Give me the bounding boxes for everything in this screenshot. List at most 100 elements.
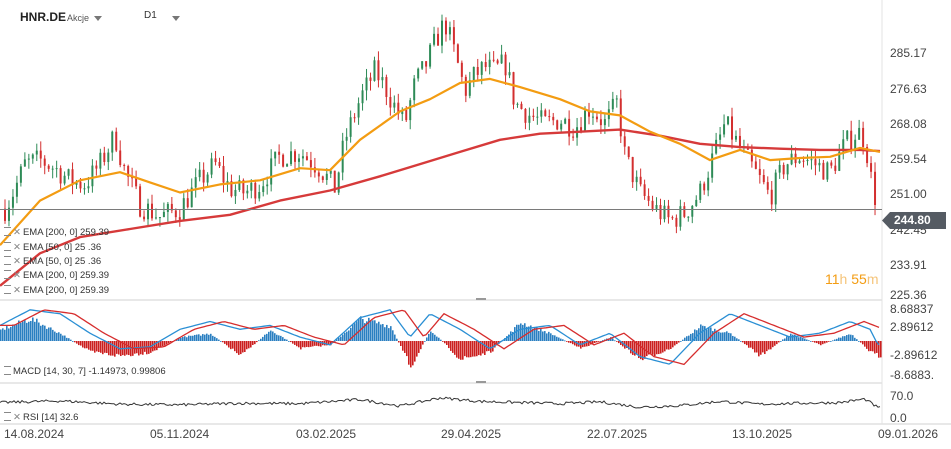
macd-histogram-bar bbox=[708, 327, 710, 341]
macd-histogram-bar bbox=[186, 337, 188, 341]
macd-histogram-bar bbox=[448, 341, 450, 349]
indicator-legend-row[interactable]: ✕ EMA [50, 0] 25 .36 bbox=[4, 241, 101, 253]
candle-body bbox=[389, 96, 392, 108]
macd-histogram-bar bbox=[226, 341, 228, 346]
macd-histogram-bar bbox=[406, 341, 408, 357]
close-icon[interactable]: ✕ bbox=[13, 270, 21, 281]
macd-histogram-bar bbox=[170, 341, 172, 343]
macd-histogram-bar bbox=[852, 335, 854, 341]
macd-histogram-bar bbox=[518, 324, 520, 341]
candle-body bbox=[814, 159, 817, 166]
asset-class-chevron-down-icon[interactable] bbox=[94, 16, 102, 21]
macd-tick: -2.89612 bbox=[890, 348, 938, 362]
candle-body bbox=[584, 110, 587, 132]
indicator-legend-row[interactable]: ✕ EMA [50, 0] 25 .36 bbox=[4, 255, 101, 267]
macd-histogram-bar bbox=[634, 341, 636, 356]
macd-histogram-bar bbox=[532, 328, 534, 341]
candle-body bbox=[818, 162, 821, 166]
asset-class-label[interactable]: Akcje bbox=[67, 13, 90, 23]
pane-resize-handle bbox=[476, 298, 486, 300]
macd-histogram-bar bbox=[46, 328, 48, 341]
menu-icon[interactable] bbox=[4, 270, 11, 279]
macd-histogram-bar bbox=[218, 339, 220, 341]
candle-body bbox=[226, 181, 229, 183]
macd-histogram-bar bbox=[880, 341, 882, 358]
macd-histogram-bar bbox=[806, 339, 808, 341]
candle-body bbox=[874, 171, 877, 206]
macd-histogram-bar bbox=[156, 341, 158, 351]
macd-histogram-bar bbox=[264, 334, 266, 341]
candle-body bbox=[842, 139, 845, 152]
candle-body bbox=[496, 60, 499, 64]
macd-histogram-bar bbox=[514, 327, 516, 341]
macd-histogram-bar bbox=[802, 337, 804, 341]
macd-histogram-bar bbox=[434, 334, 436, 341]
candle-body bbox=[778, 164, 781, 173]
indicator-legend-row[interactable]: ✕ EMA [200, 0] 259.39 bbox=[4, 284, 109, 296]
candle-body bbox=[468, 80, 471, 96]
menu-icon[interactable] bbox=[4, 242, 11, 251]
close-icon[interactable]: ✕ bbox=[13, 285, 21, 296]
macd-histogram-bar bbox=[524, 323, 526, 341]
candle-body bbox=[544, 110, 547, 117]
macd-histogram-bar bbox=[788, 335, 790, 341]
macd-histogram-bar bbox=[328, 341, 330, 345]
candle-body bbox=[699, 183, 702, 200]
date-tick: 22.07.2025 bbox=[587, 427, 648, 441]
macd-histogram-bar bbox=[864, 341, 866, 347]
macd-histogram-bar bbox=[336, 339, 338, 341]
candle-body bbox=[43, 158, 46, 166]
macd-histogram-bar bbox=[836, 338, 838, 341]
macd-histogram-bar bbox=[534, 327, 536, 341]
candle-body bbox=[230, 181, 233, 197]
indicator-label: EMA [50, 0] 25 .36 bbox=[22, 256, 102, 267]
macd-histogram-bar bbox=[744, 341, 746, 345]
candle-body bbox=[552, 116, 555, 121]
macd-histogram-bar bbox=[746, 341, 748, 346]
candle-body bbox=[548, 116, 551, 118]
candle-body bbox=[405, 110, 408, 121]
close-icon[interactable]: ✕ bbox=[13, 256, 21, 267]
macd-histogram-bar bbox=[386, 324, 388, 341]
close-icon[interactable]: ✕ bbox=[13, 242, 21, 253]
timeframe-label[interactable]: D1 bbox=[144, 10, 157, 21]
macd-histogram-bar bbox=[686, 336, 688, 341]
candle-body bbox=[850, 130, 853, 150]
candle-body bbox=[580, 127, 583, 132]
macd-histogram-bar bbox=[482, 341, 484, 354]
menu-icon[interactable] bbox=[4, 366, 11, 375]
candle-body bbox=[766, 182, 769, 190]
macd-histogram-bar bbox=[344, 332, 346, 341]
macd-histogram-bar bbox=[392, 330, 394, 341]
macd-histogram-bar bbox=[380, 324, 382, 341]
indicator-legend-row[interactable]: ✕ EMA [200, 0] 259.39 bbox=[4, 269, 109, 281]
candle-body bbox=[695, 199, 698, 206]
candle-body bbox=[866, 146, 869, 164]
candle-body bbox=[111, 131, 114, 153]
macd-histogram-bar bbox=[756, 341, 758, 353]
macd-histogram-bar bbox=[430, 331, 432, 341]
menu-icon[interactable] bbox=[4, 256, 11, 265]
macd-histogram-bar bbox=[256, 341, 258, 343]
macd-histogram-bar bbox=[850, 334, 852, 341]
macd-histogram-bar bbox=[368, 317, 370, 341]
candle-body bbox=[35, 150, 38, 155]
macd-histogram-bar bbox=[580, 341, 582, 349]
menu-icon[interactable] bbox=[4, 285, 11, 294]
candle-body bbox=[131, 176, 134, 179]
close-icon[interactable]: ✕ bbox=[13, 227, 21, 238]
macd-histogram-bar bbox=[346, 331, 348, 341]
macd-histogram-bar bbox=[796, 335, 798, 341]
close-icon[interactable]: ✕ bbox=[13, 412, 21, 423]
macd-histogram-bar bbox=[370, 320, 372, 341]
menu-icon[interactable] bbox=[4, 412, 11, 421]
rsi-legend-row[interactable]: ✕ RSI [14] 32.6 bbox=[4, 411, 78, 423]
indicator-label: EMA [200, 0] 259.39 bbox=[22, 227, 110, 238]
macd-legend-row[interactable]: MACD [14, 30, 7] -1.14973, 0.99806 bbox=[4, 365, 166, 377]
symbol-label[interactable]: HNR.DE bbox=[20, 10, 67, 24]
candle-body bbox=[353, 117, 356, 119]
indicator-legend-row[interactable]: ✕ EMA [200, 0] 259.39 bbox=[4, 226, 109, 238]
timeframe-chevron-down-icon[interactable] bbox=[172, 16, 180, 21]
menu-icon[interactable] bbox=[4, 227, 11, 236]
